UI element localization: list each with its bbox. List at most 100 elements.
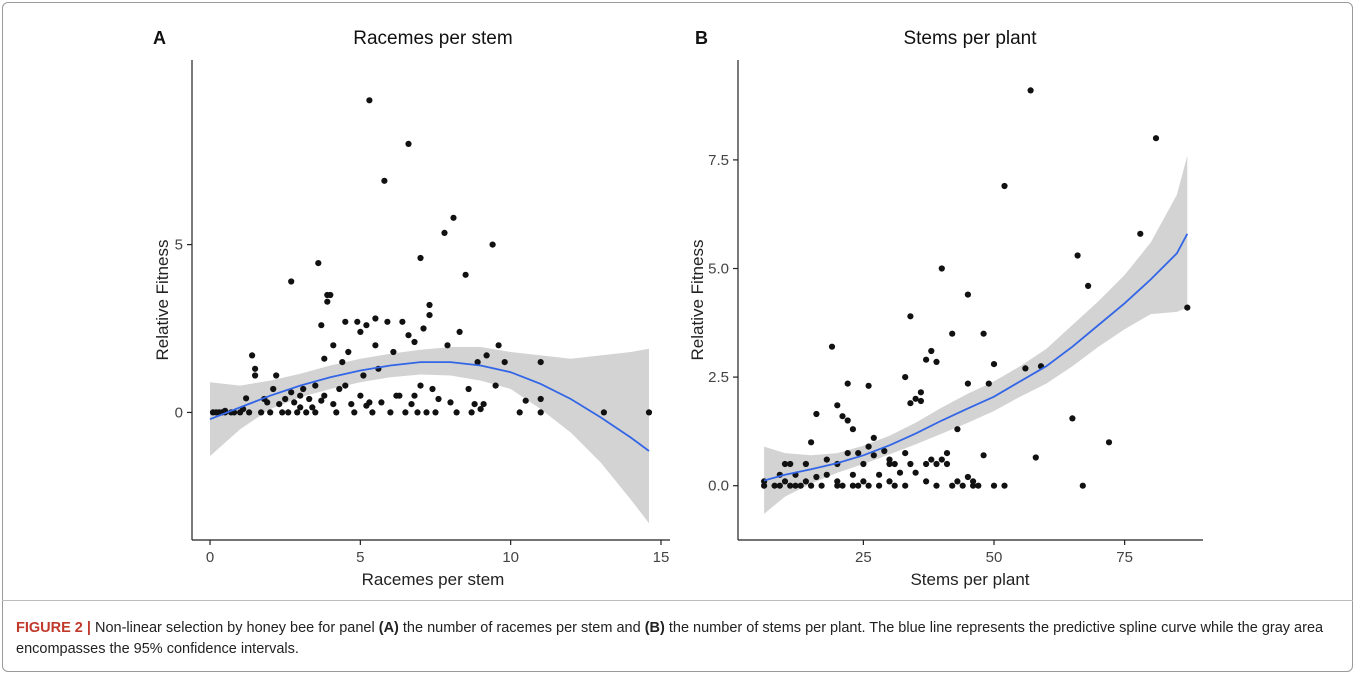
panel-b-data-point xyxy=(902,374,909,381)
panel-a-data-point xyxy=(366,399,373,406)
panel-a-data-point xyxy=(537,359,544,366)
panel-b-data-point xyxy=(1085,282,1092,289)
panel-a-data-point xyxy=(381,177,388,184)
panel-a-data-point xyxy=(339,359,346,366)
panel-b-data-point xyxy=(907,400,914,407)
caption-text-3: the number of stems per plant. The blue … xyxy=(16,620,1324,657)
panel-a-data-point xyxy=(345,348,352,356)
panel-b-data-point xyxy=(860,460,867,468)
panel-a-data-point xyxy=(330,401,337,408)
panel-a-data-point xyxy=(537,395,544,403)
panel-a-data-point xyxy=(378,399,385,406)
panel-b-data-point xyxy=(865,443,872,450)
panel-a-data-point xyxy=(246,409,253,416)
panel-b-data-point xyxy=(1105,439,1113,446)
panel-b-data-point xyxy=(964,291,972,298)
panel-a-data-point xyxy=(312,382,319,389)
panel-a-data-point xyxy=(351,409,358,416)
panel-b-data-point xyxy=(928,456,935,463)
panel-b-data-point xyxy=(797,482,804,489)
panel-b-data-point xyxy=(802,478,810,485)
panel-b-data-point xyxy=(933,358,940,365)
panel-b-y-tick-label: 5.0 xyxy=(708,261,729,278)
panel-b-data-point xyxy=(1152,135,1160,142)
panel-b-data-point xyxy=(761,482,768,489)
panel-a-data-point xyxy=(279,409,286,416)
panel-a-label: A xyxy=(153,28,166,48)
panel-b-data-point xyxy=(985,380,992,387)
panel-a-data-point xyxy=(414,409,421,416)
panel-a-data-point xyxy=(435,395,442,403)
panel-b-data-point xyxy=(933,460,940,468)
panel-a-data-point xyxy=(300,385,307,393)
panel-b-data-point xyxy=(776,482,783,489)
panel-a-data-point xyxy=(408,401,415,408)
panel-b-data-point xyxy=(902,450,909,457)
panel-b-data-point xyxy=(1027,87,1034,94)
panel-a-data-point xyxy=(309,404,316,411)
panel-b-data-point xyxy=(844,450,851,457)
panel-b-y-tick-label: 2.5 xyxy=(708,369,729,386)
panel-b-data-point xyxy=(1184,304,1191,311)
panel-a-x-tick-label: 15 xyxy=(653,549,670,566)
caption-label-b: (B) xyxy=(644,620,665,636)
panel-b-data-point xyxy=(970,478,977,485)
panel-b-data-point xyxy=(980,330,987,337)
panel-a-data-point xyxy=(285,409,292,416)
panel-b-y-tick-label: 0.0 xyxy=(708,478,729,495)
panel-b-data-point xyxy=(849,482,857,489)
panel-a-data-point xyxy=(405,332,412,339)
panel-a-data-point xyxy=(321,392,328,399)
panel-b-data-point xyxy=(912,469,919,476)
panel-a-data-point xyxy=(420,325,427,332)
panel-b-data-point xyxy=(891,482,898,489)
panel-b-data-point xyxy=(849,426,857,433)
panel-a-data-point xyxy=(333,409,340,416)
panel-b-label: B xyxy=(695,28,708,48)
panel-b-data-point xyxy=(834,402,841,409)
panel-a-data-point xyxy=(450,214,457,221)
panel-b-data-point xyxy=(876,471,883,478)
panel-b-data-point xyxy=(975,482,982,489)
panel-b-data-point xyxy=(949,482,956,489)
panel-a-data-point xyxy=(267,409,274,416)
panel-a-data-point xyxy=(396,392,403,399)
panel-b-data-point xyxy=(818,482,825,489)
panel-a: A Racemes per stem 0 5 10 15 0 5 Racemes per … xyxy=(153,28,670,589)
panel-b-data-point xyxy=(844,417,851,424)
panel-a-data-point xyxy=(645,409,653,416)
panel-a-ylabel: Relative Fitness xyxy=(153,240,172,361)
panel-a-data-point xyxy=(315,260,322,267)
panel-b-spline-curve xyxy=(763,233,1189,482)
panel-a-plot: 0 5 10 15 0 5 xyxy=(175,60,670,566)
panel-a-data-point xyxy=(411,392,418,399)
panel-a-data-point xyxy=(288,278,295,285)
panel-a-data-point xyxy=(249,352,256,359)
panel-a-data-point xyxy=(360,372,367,379)
panel-b-data-point xyxy=(896,469,904,476)
panel-a-data-point xyxy=(477,406,484,413)
panel-b-data-point xyxy=(902,482,909,489)
panel-a-x-tick-label: 10 xyxy=(502,549,519,566)
panel-b-data-point xyxy=(792,482,799,489)
panel-a-data-point xyxy=(327,291,334,299)
panel-a-spline-curve xyxy=(209,361,650,452)
panel-a-data-point xyxy=(537,409,544,416)
panel-b-x-tick-label: 50 xyxy=(986,549,1003,566)
panel-b-data-point xyxy=(808,439,815,446)
panel-b-data-point xyxy=(839,482,846,489)
panel-b-data-point xyxy=(938,265,945,272)
panel-a-data-point xyxy=(384,318,391,325)
panel-a-x-tick-label: 0 xyxy=(206,549,214,566)
panel-b-data-point xyxy=(865,382,872,389)
panel-a-data-point xyxy=(303,409,310,416)
panel-b-data-point xyxy=(787,482,794,489)
panel-b-data-point xyxy=(781,478,789,485)
caption-text-2: the number of racemes per stem and xyxy=(398,620,645,636)
panel-a-data-point xyxy=(318,397,325,404)
panel-b-y-tick-label: 7.5 xyxy=(708,152,729,169)
panel-b-data-point xyxy=(907,313,914,320)
panel-b-plot: 25 50 75 0.0 2.5 5.0 7.5 xyxy=(708,60,1203,566)
caption-figure-number: FIGURE 2 | xyxy=(16,620,91,636)
